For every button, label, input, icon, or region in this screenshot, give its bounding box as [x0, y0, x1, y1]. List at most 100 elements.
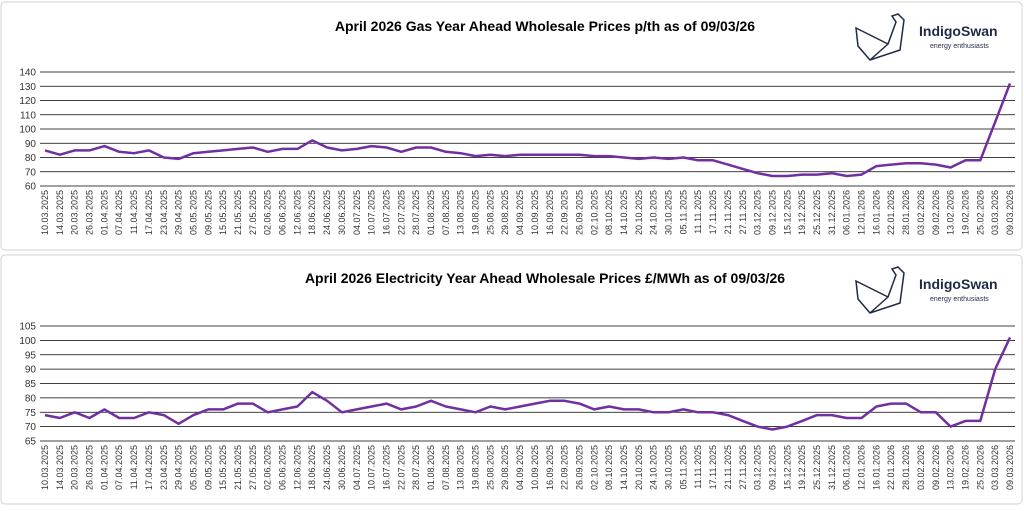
x-tick-label: 13.08.2025	[456, 190, 466, 235]
x-tick-label: 09.12.2025	[767, 445, 777, 490]
y-tick-label: 140	[19, 68, 36, 79]
x-tick-label: 29.04.2025	[174, 190, 184, 235]
x-tick-label: 21.11.2025	[723, 190, 733, 234]
x-tick-label: 08.10.2025	[604, 445, 614, 490]
x-tick-label: 29.04.2025	[174, 445, 184, 490]
x-tick-label: 29.08.2025	[500, 445, 510, 490]
x-tick-label: 15.05.2025	[218, 190, 228, 235]
x-tick-label: 12.01.2026	[857, 445, 867, 490]
logo-icon	[855, 13, 905, 61]
x-tick-label: 27.05.2025	[248, 445, 258, 490]
x-tick-label: 03.12.2025	[753, 190, 763, 235]
x-tick-label: 09.02.2026	[931, 190, 941, 235]
x-tick-label: 28.07.2025	[411, 190, 421, 235]
x-tick-label: 06.01.2026	[842, 190, 852, 235]
x-tick-label: 26.09.2025	[574, 445, 584, 490]
x-tick-label: 19.08.2025	[471, 190, 481, 235]
x-tick-label: 12.06.2025	[292, 445, 302, 490]
x-tick-label: 19.12.2025	[797, 190, 807, 235]
y-tick-label: 65	[25, 437, 37, 448]
x-tick-label: 15.12.2025	[782, 445, 792, 490]
x-tick-label: 16.07.2025	[381, 445, 391, 490]
x-tick-label: 13.02.2026	[946, 190, 956, 235]
x-tick-label: 15.05.2025	[218, 445, 228, 490]
x-tick-label: 05.05.2025	[188, 190, 198, 235]
y-tick-label: 100	[19, 125, 36, 136]
x-tick-label: 10.09.2025	[530, 445, 540, 490]
x-tick-label: 07.08.2025	[441, 190, 451, 235]
x-tick-label: 19.02.2026	[960, 190, 970, 235]
x-tick-label: 03.02.2026	[916, 190, 926, 235]
logo-name: IndigoSwan	[919, 23, 998, 39]
x-tick-label: 20.10.2025	[634, 190, 644, 235]
chart-title: April 2026 Gas Year Ahead Wholesale Pric…	[335, 18, 755, 34]
x-tick-label: 17.11.2025	[708, 445, 718, 489]
x-tick-label: 08.10.2025	[604, 190, 614, 235]
x-tick-label: 22.09.2025	[560, 190, 570, 235]
x-tick-label: 20.03.2025	[70, 445, 80, 490]
x-tick-label: 22.01.2026	[886, 445, 896, 490]
x-tick-label: 14.03.2025	[55, 445, 65, 490]
x-tick-label: 23.04.2025	[159, 445, 169, 490]
x-tick-label: 04.07.2025	[352, 190, 362, 235]
x-tick-label: 19.12.2025	[797, 445, 807, 490]
x-tick-label: 05.11.2025	[678, 445, 688, 489]
x-tick-label: 31.12.2025	[827, 445, 837, 490]
x-tick-label: 09.12.2025	[767, 190, 777, 235]
x-tick-label: 16.09.2025	[545, 190, 555, 235]
x-tick-label: 22.09.2025	[560, 445, 570, 490]
y-tick-label: 130	[19, 82, 36, 93]
x-tick-label: 25.12.2025	[812, 445, 822, 490]
x-tick-label: 18.06.2025	[307, 190, 317, 235]
x-tick-label: 25.08.2025	[485, 445, 495, 490]
x-tick-label: 24.10.2025	[649, 190, 659, 235]
x-tick-label: 30.06.2025	[337, 190, 347, 235]
x-tick-label: 25.02.2026	[975, 445, 985, 490]
x-tick-label: 30.06.2025	[337, 445, 347, 490]
x-tick-label: 26.03.2025	[85, 190, 95, 235]
x-tick-label: 26.09.2025	[574, 190, 584, 235]
y-tick-label: 90	[25, 365, 37, 376]
x-tick-label: 16.01.2026	[871, 445, 881, 490]
x-tick-label: 01.04.2025	[99, 445, 109, 490]
y-tick-label: 70	[25, 422, 37, 433]
y-tick-label: 60	[25, 182, 37, 193]
y-tick-label: 70	[25, 167, 37, 178]
x-tick-label: 27.05.2025	[248, 190, 258, 235]
x-tick-label: 10.07.2025	[367, 190, 377, 235]
panel-border	[0, 1, 1023, 251]
x-tick-label: 20.03.2025	[70, 190, 80, 235]
y-tick-label: 95	[25, 350, 37, 361]
x-tick-label: 16.09.2025	[545, 445, 555, 490]
y-tick-label: 80	[25, 393, 37, 404]
y-tick-label: 75	[25, 408, 37, 419]
x-tick-label: 03.03.2026	[990, 190, 1000, 235]
x-tick-label: 12.01.2026	[857, 190, 867, 235]
x-tick-label: 05.11.2025	[678, 190, 688, 234]
x-tick-label: 17.04.2025	[144, 190, 154, 235]
x-tick-label: 10.07.2025	[367, 445, 377, 490]
x-tick-label: 04.07.2025	[352, 445, 362, 490]
x-tick-label: 15.12.2025	[782, 190, 792, 235]
x-tick-label: 23.04.2025	[159, 190, 169, 235]
x-tick-label: 10.03.2025	[40, 190, 50, 235]
logo-tagline: energy enthusiasts	[930, 43, 989, 50]
x-tick-label: 14.03.2025	[55, 190, 65, 235]
x-tick-label: 17.11.2025	[708, 190, 718, 234]
x-tick-label: 11.11.2025	[693, 190, 703, 234]
x-tick-label: 16.01.2026	[871, 190, 881, 235]
x-tick-label: 14.10.2025	[619, 445, 629, 490]
logo-tagline: energy enthusiasts	[930, 296, 989, 303]
x-tick-label: 09.05.2025	[203, 445, 213, 490]
x-tick-label: 25.08.2025	[485, 190, 495, 235]
x-tick-label: 24.06.2025	[322, 445, 332, 490]
x-tick-label: 21.11.2025	[723, 445, 733, 489]
x-tick-label: 03.12.2025	[753, 445, 763, 490]
x-tick-label: 04.09.2025	[515, 190, 525, 235]
x-tick-label: 24.06.2025	[322, 190, 332, 235]
x-tick-label: 10.09.2025	[530, 190, 540, 235]
x-tick-label: 02.10.2025	[589, 445, 599, 490]
x-tick-label: 28.01.2026	[901, 445, 911, 490]
x-tick-label: 24.10.2025	[649, 445, 659, 490]
